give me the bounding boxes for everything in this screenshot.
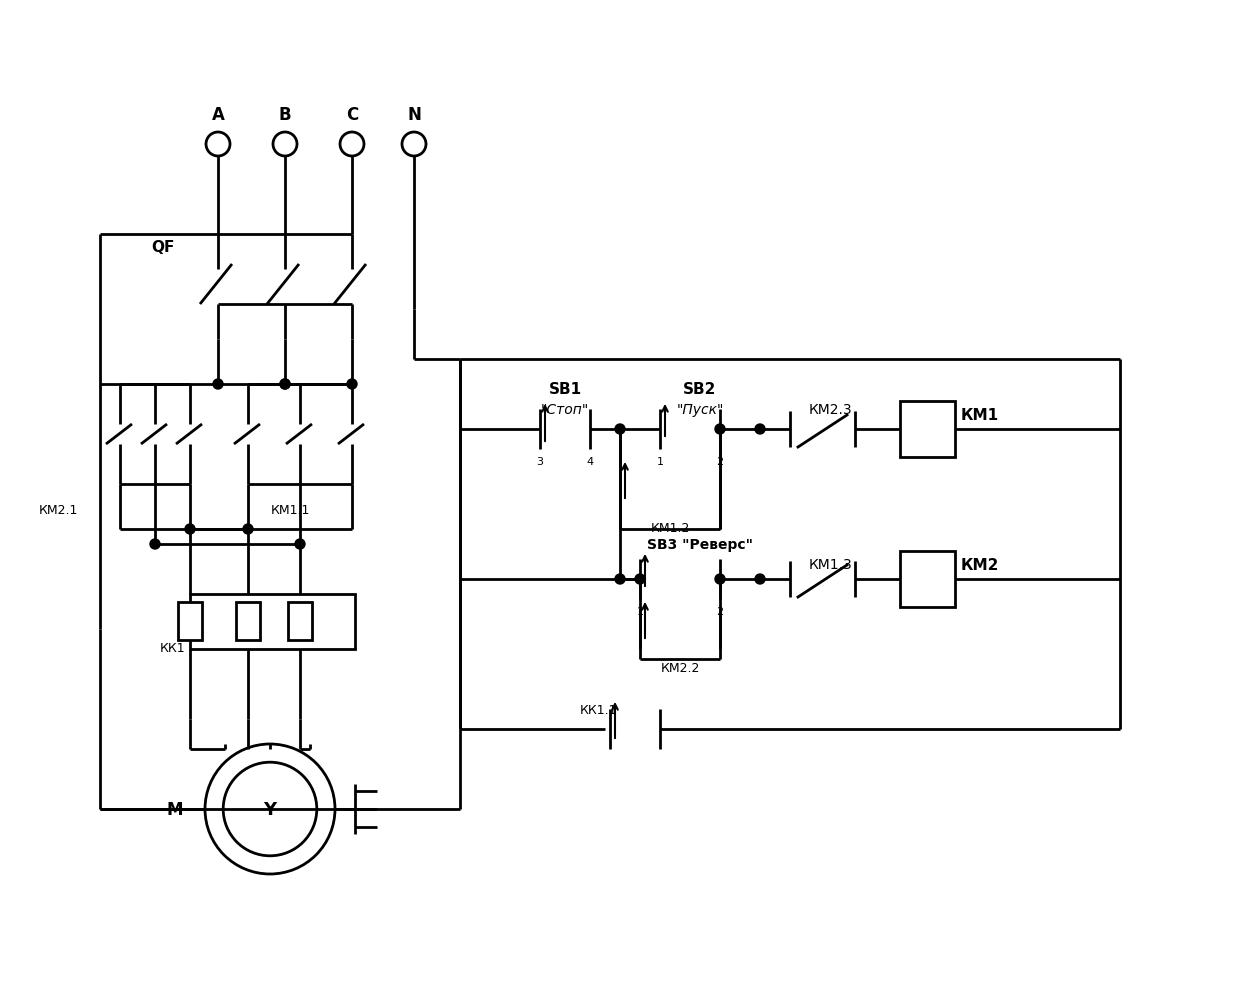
Text: 1: 1 [637,606,643,616]
Circle shape [243,525,253,535]
Circle shape [280,380,290,390]
Circle shape [295,540,305,550]
Text: C: C [346,106,358,124]
Text: 3: 3 [536,456,544,466]
Circle shape [150,540,160,550]
Circle shape [715,424,725,434]
Text: A: A [212,106,224,124]
Text: "Стоп": "Стоп" [541,403,589,416]
Text: N: N [408,106,421,124]
Circle shape [636,575,646,584]
Text: SB1: SB1 [549,382,581,397]
Text: КМ1.2: КМ1.2 [650,521,690,534]
Text: QF: QF [151,241,175,255]
Text: SB3 "Реверс": SB3 "Реверс" [647,538,753,552]
Text: КК1: КК1 [160,641,185,654]
Text: SB2: SB2 [684,382,716,397]
Circle shape [755,424,764,434]
Bar [900,552,955,607]
Text: 2: 2 [716,456,724,466]
Text: M: M [167,800,183,818]
Text: 2: 2 [716,606,724,616]
Text: КМ1: КМ1 [961,408,999,422]
Circle shape [213,380,223,390]
Text: КМ2.3: КМ2.3 [808,403,852,416]
Circle shape [615,575,624,584]
Text: 4: 4 [586,456,593,466]
Bar [900,402,955,457]
Bar [190,594,356,649]
Circle shape [280,380,290,390]
Text: "Пуск": "Пуск" [676,403,724,416]
Circle shape [347,380,357,390]
Bar [235,602,260,640]
Text: 1: 1 [657,456,664,466]
Bar [287,602,312,640]
Text: Y: Y [264,800,276,818]
Text: КМ1.1: КМ1.1 [270,503,310,516]
Text: КК1.1: КК1.1 [580,703,617,716]
Circle shape [615,424,624,434]
Text: КМ2.1: КМ2.1 [38,503,78,516]
Text: КМ2: КМ2 [960,557,999,572]
Circle shape [715,575,725,584]
Text: КМ1.3: КМ1.3 [808,558,852,572]
Text: КМ2.2: КМ2.2 [660,661,700,674]
Bar [178,602,202,640]
Text: B: B [279,106,291,124]
Circle shape [185,525,195,535]
Circle shape [755,575,764,584]
